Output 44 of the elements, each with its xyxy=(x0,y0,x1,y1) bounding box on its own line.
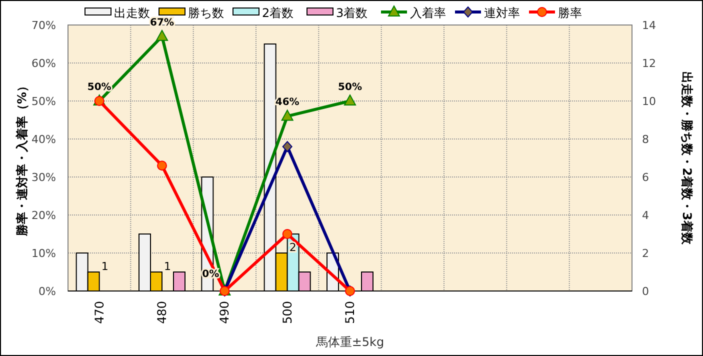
legend-label: 勝率 xyxy=(558,6,582,20)
point xyxy=(157,160,167,171)
data-label: 50% xyxy=(338,82,362,93)
y-tick-label: 50% xyxy=(32,95,56,108)
y-tick-label: 60% xyxy=(32,57,56,70)
y-tick-label: 20% xyxy=(32,209,56,222)
point xyxy=(344,94,356,106)
data-label: 2 xyxy=(289,241,296,254)
legend-label: 勝ち数 xyxy=(188,6,224,20)
x-tick-label: 470 xyxy=(92,301,106,324)
legend-label: 出走数 xyxy=(114,6,150,20)
point xyxy=(282,141,292,152)
x-tick-label: 480 xyxy=(155,301,169,324)
y-axis-title: 勝率・連対率・入着率（%） xyxy=(15,80,29,238)
x-tick-label: 500 xyxy=(280,301,294,324)
y2-tick-label: 14 xyxy=(642,19,656,32)
x-tick-label: 490 xyxy=(218,301,232,324)
x-tick-label: 510 xyxy=(343,301,357,324)
data-label: 67% xyxy=(150,17,174,28)
y2-tick-label: 0 xyxy=(642,285,649,298)
y-tick-label: 40% xyxy=(32,133,56,146)
y2-tick-label: 12 xyxy=(642,57,656,70)
point xyxy=(281,110,294,121)
data-label: 50% xyxy=(87,82,112,93)
point xyxy=(282,229,292,239)
legend-label: 連対率 xyxy=(484,6,520,20)
legend-label: 2着数 xyxy=(262,6,294,20)
y2-tick-label: 2 xyxy=(642,247,649,260)
y2-axis-title: 出走数・勝ち数・2着数・3着数 xyxy=(680,72,694,246)
y2-tick-label: 6 xyxy=(642,171,649,184)
legend-label: 入着率 xyxy=(410,6,446,20)
data-label: 1 xyxy=(164,260,171,273)
y-tick-label: 0% xyxy=(38,285,56,298)
y-tick-label: 70% xyxy=(32,19,56,32)
legend-label: 3着数 xyxy=(336,6,368,20)
point xyxy=(94,96,104,106)
y2-tick-label: 4 xyxy=(642,209,649,222)
x-axis-title: 馬体重±5kg xyxy=(314,335,384,349)
y2-tick-label: 10 xyxy=(642,95,656,108)
y-tick-label: 10% xyxy=(32,247,56,260)
y-tick-label: 30% xyxy=(32,171,56,184)
point xyxy=(156,30,168,41)
y2-tick-label: 8 xyxy=(642,133,649,146)
data-label: 1 xyxy=(101,260,108,273)
